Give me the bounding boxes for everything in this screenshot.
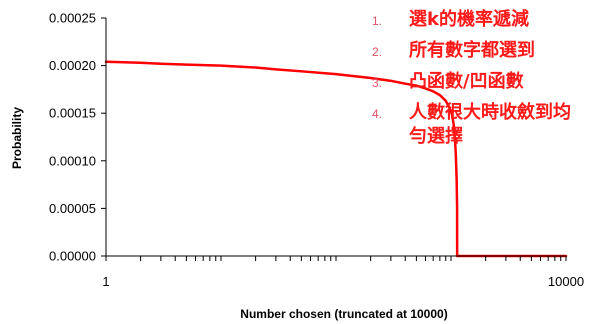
y-tick-label: 0.00005 [49, 201, 96, 216]
y-tick-label: 0.00025 [49, 11, 96, 26]
annotation-text: 凸函數/凹函數 [409, 71, 524, 92]
annotation-item: 4. 人數很大時收斂到均勻選擇 [372, 101, 587, 149]
x-axis-title: Number chosen (truncated at 10000) [240, 307, 447, 321]
annotation-text: 選k的機率遞減 [409, 9, 529, 30]
series-line [104, 60, 568, 258]
y-tick-label: 0.00010 [49, 153, 96, 168]
annotation-number: 4. [372, 107, 383, 121]
y-tick-label: 0.00020 [49, 58, 96, 73]
annotation-number: 3. [372, 76, 383, 90]
annotation-item: 1. 選k的機率遞減 [372, 8, 587, 34]
annotation-item: 3. 凸函數/凹函數 [372, 70, 587, 96]
x-axis: 1 10000 [102, 255, 584, 289]
y-axis-title: Probability [10, 107, 24, 169]
y-tick-label: 0.00000 [49, 249, 96, 264]
annotation-number: 1. [372, 14, 383, 28]
x-tick-label: 1 [102, 274, 109, 289]
annotation-text: 所有數字都選到 [409, 40, 535, 61]
y-tick-label: 0.00015 [49, 106, 96, 121]
plot-area [104, 60, 568, 258]
annotation-text: 人數很大時收斂到均勻選擇 [409, 102, 571, 147]
y-axis: 0.00000 0.00005 0.00010 0.00015 0.00020 0.000… [49, 11, 107, 264]
annotation-number: 2. [372, 45, 383, 59]
annotation-list: 1. 選k的機率遞減 2. 所有數字都選到 3. 凸函數/凹函數 4. 人數很大… [372, 8, 587, 154]
x-tick-label: 10000 [548, 274, 584, 289]
annotation-item: 2. 所有數字都選到 [372, 39, 587, 65]
